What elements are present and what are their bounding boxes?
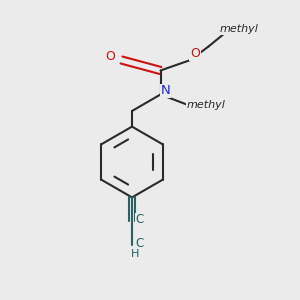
Text: C: C bbox=[135, 213, 144, 226]
Text: O: O bbox=[105, 50, 115, 64]
Text: N: N bbox=[161, 84, 171, 98]
Text: methyl: methyl bbox=[220, 24, 259, 34]
Text: methyl: methyl bbox=[187, 100, 226, 110]
Text: C: C bbox=[135, 237, 144, 250]
Text: H: H bbox=[131, 249, 139, 260]
Text: O: O bbox=[190, 47, 200, 60]
